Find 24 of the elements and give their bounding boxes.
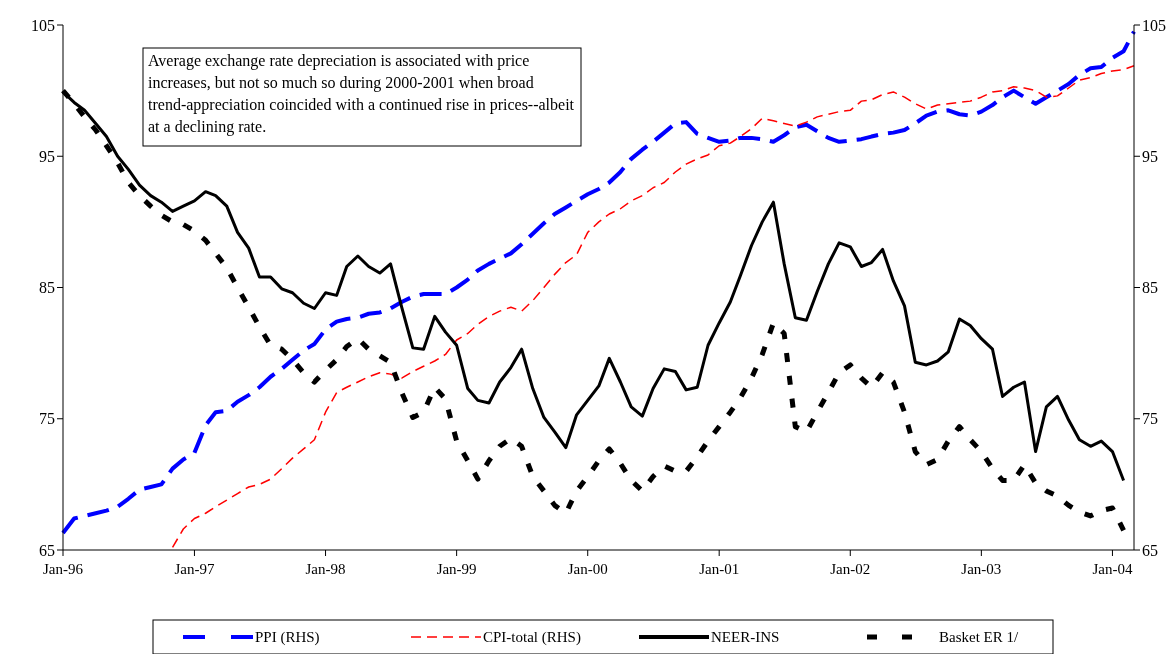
- x-tick-label: Jan-00: [567, 561, 608, 577]
- x-tick-label: Jan-96: [43, 561, 84, 577]
- annotation: Average exchange rate depreciation is associated with price increases, but not so much so during 2000-2001 when broad trend-appreciation coincided with a continued rise in prices--albeit at a declining rate.: [148, 52, 575, 136]
- x-tick-label: Jan-04: [1092, 561, 1133, 577]
- x-tick-label: Jan-97: [174, 561, 215, 577]
- y2-tick-label: 65: [1142, 541, 1158, 559]
- x-tick-label: Jan-01: [699, 561, 740, 577]
- y-tick-label: 75: [39, 410, 55, 428]
- x-tick-label: Jan-03: [961, 561, 1002, 577]
- y-tick-label: 85: [39, 279, 55, 297]
- legend-label: Basket ER 1/: [939, 629, 1019, 645]
- y2-tick-label: 75: [1142, 410, 1158, 428]
- x-tick-label: Jan-98: [305, 561, 346, 577]
- legend-label: PPI (RHS): [255, 629, 320, 646]
- y2-tick-label: 85: [1142, 279, 1158, 297]
- x-tick-label: Jan-99: [436, 561, 477, 577]
- y-tick-label: 65: [39, 541, 55, 559]
- y-tick-label: 95: [39, 147, 55, 165]
- legend-label: CPI-total (RHS): [483, 629, 581, 646]
- x-tick-label: Jan-02: [830, 561, 871, 577]
- legend-label: NEER-INS: [711, 629, 780, 645]
- y2-tick-label: 95: [1142, 147, 1158, 165]
- y-tick-label: 105: [31, 16, 55, 34]
- y2-tick-label: 105: [1142, 16, 1166, 34]
